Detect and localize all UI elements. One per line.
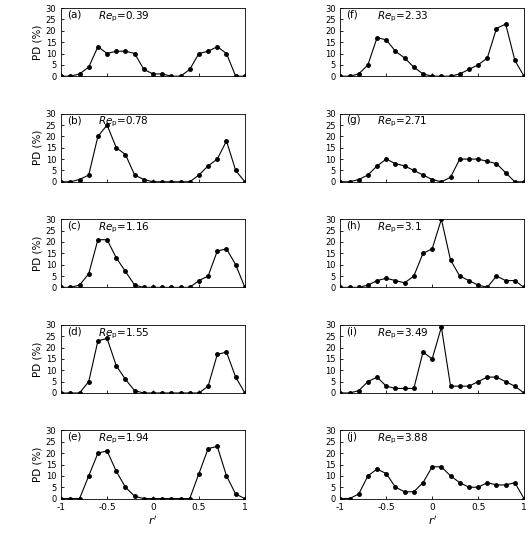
X-axis label: $r'$: $r'$ bbox=[428, 514, 437, 527]
Text: (g): (g) bbox=[346, 115, 361, 125]
Text: (a): (a) bbox=[66, 10, 81, 19]
Y-axis label: PD (%): PD (%) bbox=[33, 236, 43, 271]
Y-axis label: PD (%): PD (%) bbox=[33, 24, 43, 60]
Text: (b): (b) bbox=[66, 115, 81, 125]
Text: $\mathit{Re}_\mathrm{p}$=0.78: $\mathit{Re}_\mathrm{p}$=0.78 bbox=[98, 115, 149, 129]
Text: (j): (j) bbox=[346, 432, 357, 442]
Text: $\mathit{Re}_\mathrm{p}$=1.16: $\mathit{Re}_\mathrm{p}$=1.16 bbox=[98, 220, 149, 235]
Text: (e): (e) bbox=[66, 432, 81, 442]
Text: $\mathit{Re}_\mathrm{p}$=1.94: $\mathit{Re}_\mathrm{p}$=1.94 bbox=[98, 432, 149, 446]
Text: $\mathit{Re}_\mathrm{p}$=1.55: $\mathit{Re}_\mathrm{p}$=1.55 bbox=[98, 326, 149, 341]
X-axis label: $r'$: $r'$ bbox=[148, 514, 157, 527]
Y-axis label: PD (%): PD (%) bbox=[33, 447, 43, 482]
Text: (i): (i) bbox=[346, 326, 357, 336]
Text: $\mathit{Re}_\mathrm{p}$=3.88: $\mathit{Re}_\mathrm{p}$=3.88 bbox=[377, 432, 428, 446]
Text: (f): (f) bbox=[346, 10, 358, 19]
Text: $\mathit{Re}_\mathrm{p}$=2.33: $\mathit{Re}_\mathrm{p}$=2.33 bbox=[377, 10, 428, 24]
Text: $\mathit{Re}_\mathrm{p}$=3.49: $\mathit{Re}_\mathrm{p}$=3.49 bbox=[377, 326, 429, 341]
Text: $\mathit{Re}_\mathrm{p}$=2.71: $\mathit{Re}_\mathrm{p}$=2.71 bbox=[377, 115, 428, 129]
Y-axis label: PD (%): PD (%) bbox=[33, 341, 43, 377]
Y-axis label: PD (%): PD (%) bbox=[33, 130, 43, 165]
Text: (d): (d) bbox=[66, 326, 81, 336]
Text: $\mathit{Re}_\mathrm{p}$=3.1: $\mathit{Re}_\mathrm{p}$=3.1 bbox=[377, 220, 422, 235]
Text: $\mathit{Re}_\mathrm{p}$=0.39: $\mathit{Re}_\mathrm{p}$=0.39 bbox=[98, 10, 149, 24]
Text: (h): (h) bbox=[346, 220, 361, 231]
Text: (c): (c) bbox=[66, 220, 80, 231]
